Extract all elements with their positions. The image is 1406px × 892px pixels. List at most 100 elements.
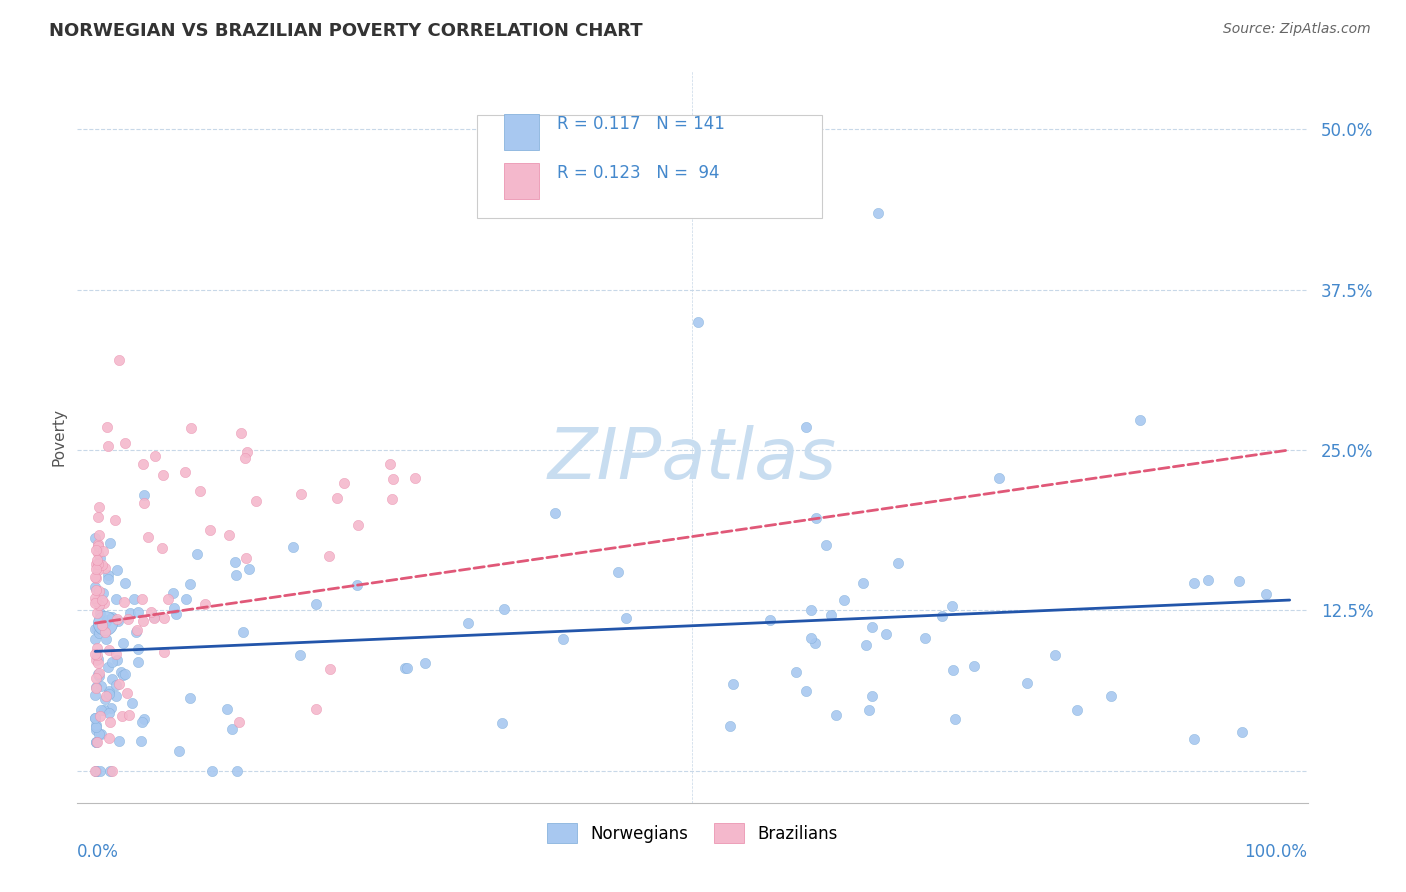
- Point: [90, 727, 112, 741]
- Point: [381, 472, 404, 486]
- Point: [1066, 703, 1088, 717]
- Point: [232, 624, 254, 639]
- Point: [319, 661, 342, 675]
- Point: [378, 457, 401, 471]
- Point: [84, 591, 107, 605]
- Point: [89, 727, 111, 741]
- Point: [395, 661, 418, 675]
- Point: [1230, 725, 1253, 739]
- Point: [152, 611, 174, 625]
- Point: [194, 597, 217, 611]
- Point: [86, 648, 108, 662]
- Point: [1182, 576, 1205, 591]
- Point: [84, 720, 107, 734]
- Point: [84, 764, 107, 778]
- Point: [108, 353, 131, 368]
- Point: [607, 566, 630, 580]
- Point: [1129, 413, 1152, 427]
- Point: [114, 576, 136, 591]
- Point: [100, 700, 122, 714]
- Point: [89, 626, 111, 640]
- Point: [84, 735, 107, 749]
- Point: [143, 610, 166, 624]
- Point: [127, 605, 149, 619]
- Point: [245, 494, 267, 508]
- Point: [855, 638, 877, 652]
- Point: [186, 547, 208, 561]
- Point: [86, 546, 108, 560]
- Point: [98, 684, 121, 698]
- Point: [84, 680, 107, 694]
- Point: [110, 665, 132, 680]
- Point: [866, 205, 889, 219]
- Point: [84, 648, 107, 662]
- Point: [89, 764, 111, 778]
- Point: [97, 642, 120, 657]
- Point: [129, 734, 152, 748]
- Point: [143, 611, 166, 625]
- Point: [233, 450, 256, 465]
- Point: [114, 436, 136, 450]
- Point: [105, 563, 128, 577]
- Point: [804, 636, 827, 650]
- Point: [136, 530, 159, 544]
- Point: [1197, 573, 1219, 587]
- Text: Source: ZipAtlas.com: Source: ZipAtlas.com: [1223, 22, 1371, 37]
- Point: [104, 513, 127, 527]
- Point: [84, 562, 107, 576]
- Point: [105, 592, 128, 607]
- Point: [173, 465, 195, 479]
- Point: [84, 570, 107, 584]
- Point: [100, 672, 122, 686]
- Point: [963, 658, 986, 673]
- Point: [87, 583, 110, 598]
- Point: [132, 488, 155, 502]
- Point: [118, 606, 141, 620]
- Point: [121, 696, 143, 710]
- Point: [107, 614, 129, 628]
- Point: [238, 562, 260, 576]
- Point: [96, 690, 118, 704]
- Point: [290, 487, 312, 501]
- Point: [110, 708, 132, 723]
- Point: [152, 467, 174, 482]
- Point: [118, 708, 141, 723]
- Point: [174, 592, 197, 607]
- Point: [84, 688, 107, 702]
- Point: [84, 623, 107, 637]
- Point: [89, 669, 111, 683]
- Point: [229, 425, 252, 440]
- Bar: [505, 162, 538, 199]
- Point: [225, 568, 247, 582]
- Point: [115, 685, 138, 699]
- Point: [132, 458, 155, 472]
- Point: [108, 677, 131, 691]
- Point: [165, 607, 187, 621]
- Point: [228, 714, 250, 729]
- Point: [794, 683, 817, 698]
- Point: [89, 709, 111, 723]
- Point: [98, 731, 121, 746]
- Point: [131, 591, 153, 606]
- Point: [100, 536, 122, 550]
- Point: [162, 585, 184, 599]
- Point: [281, 540, 304, 554]
- Point: [318, 549, 340, 563]
- Point: [860, 690, 883, 704]
- Point: [494, 602, 516, 616]
- Point: [305, 597, 328, 611]
- Point: [84, 681, 107, 695]
- Point: [1099, 690, 1122, 704]
- Point: [201, 764, 224, 778]
- Point: [188, 483, 211, 498]
- Point: [987, 471, 1010, 485]
- Point: [800, 603, 823, 617]
- Point: [111, 667, 134, 681]
- Point: [86, 606, 108, 620]
- Point: [1182, 731, 1205, 746]
- Point: [84, 582, 107, 597]
- Point: [931, 609, 953, 624]
- Point: [156, 592, 179, 607]
- Point: [235, 444, 257, 458]
- Point: [150, 541, 173, 555]
